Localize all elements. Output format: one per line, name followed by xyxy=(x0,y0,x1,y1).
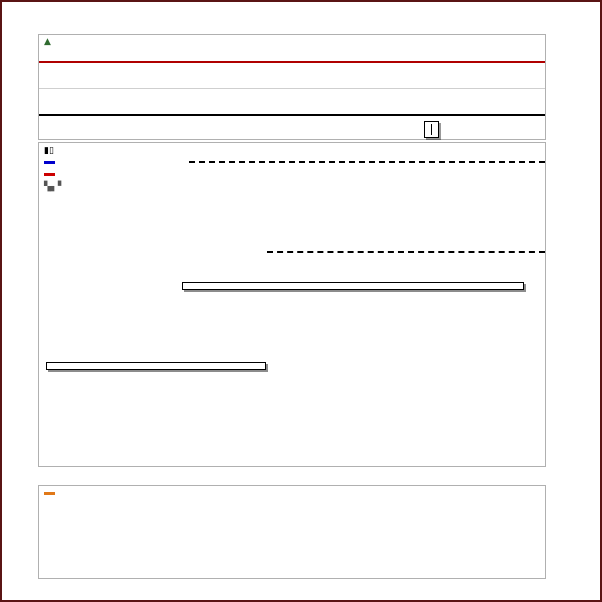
resistance-level-0500 xyxy=(189,161,545,163)
gold-x-axis xyxy=(38,579,546,595)
rsi-indicator-icon: ▲ xyxy=(44,37,51,47)
rsi-overbought-line xyxy=(39,61,545,63)
ma200-swatch-icon xyxy=(44,172,55,176)
chart-header xyxy=(2,2,600,32)
price-panel: ▮▯ ▚▖▘ xyxy=(38,142,546,467)
high-volume-note xyxy=(46,362,266,370)
gold-swatch-icon xyxy=(44,491,55,495)
price-legend-main: ▮▯ xyxy=(43,145,55,156)
rsi-line xyxy=(39,35,545,139)
trendlines xyxy=(39,143,545,466)
candlestick-icon: ▮▯ xyxy=(44,146,54,156)
rsi-legend: ▲ xyxy=(43,36,52,47)
rsi-midline xyxy=(39,88,545,89)
sunshine-profits-watermark xyxy=(424,121,439,138)
price-x-axis xyxy=(38,467,546,483)
volume-spikes-note xyxy=(182,282,524,290)
rsi-panel: ▲ xyxy=(38,34,546,140)
price-legend-ma200 xyxy=(43,169,58,180)
gold-legend xyxy=(43,488,58,499)
rsi-oversold-line xyxy=(39,114,545,116)
ma50-swatch-icon xyxy=(44,160,55,164)
volume-bars-icon: ▚▖▘ xyxy=(44,182,65,192)
price-legend-ma50 xyxy=(43,157,58,168)
gold-panel xyxy=(38,485,546,579)
price-legend-volume: ▚▖▘ xyxy=(43,181,66,192)
gold-line xyxy=(39,486,545,578)
support-level-0375 xyxy=(267,251,545,253)
